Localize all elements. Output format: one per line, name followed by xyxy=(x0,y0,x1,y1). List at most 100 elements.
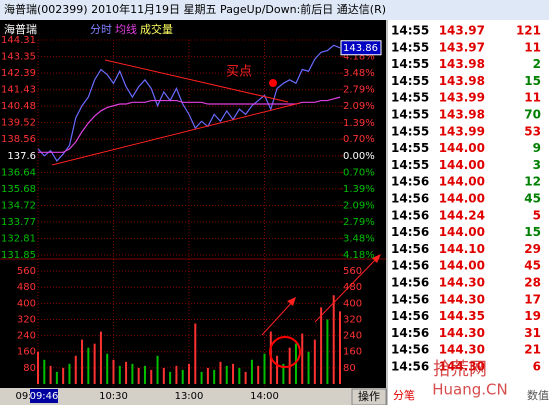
y-tick-label: 480 xyxy=(17,282,36,293)
highlight-circle xyxy=(269,336,301,368)
tick-time: 14:56 xyxy=(391,276,429,290)
y-tick-label: 132.81 xyxy=(1,233,36,244)
tick-volume: 45 xyxy=(524,259,541,273)
time-bar xyxy=(0,388,386,405)
tick-volume: 11 xyxy=(524,40,541,54)
legend-item: 均线 xyxy=(115,22,137,36)
trend-line xyxy=(104,59,289,103)
trend-line xyxy=(51,102,301,166)
y2-tick-label: 1.39% xyxy=(343,184,375,195)
tick-price: 144.30 xyxy=(439,326,485,340)
tick-volume: 9 xyxy=(533,141,541,155)
legend-item: 成交量 xyxy=(140,22,173,36)
tick-volume: 15 xyxy=(524,225,541,239)
y2-tick-label: 80 xyxy=(343,363,356,374)
tick-time: 14:56 xyxy=(391,309,429,323)
title-bar xyxy=(0,0,549,20)
tick-price: 143.99 xyxy=(439,124,485,138)
tick-price: 143.98 xyxy=(439,57,485,71)
y-tick-label: 144.31 xyxy=(1,35,36,46)
tick-price: 144.00 xyxy=(439,175,485,189)
y2-tick-label: 0.00% xyxy=(343,151,375,162)
tick-price: 143.98 xyxy=(439,74,485,88)
tick-price: 144.00 xyxy=(439,259,485,273)
tick-volume: 5 xyxy=(533,208,541,222)
cursor-time: 09:46 xyxy=(30,391,59,402)
tick-volume: 45 xyxy=(524,192,541,206)
arrow-head xyxy=(372,254,381,263)
tick-time: 14:56 xyxy=(391,192,429,206)
tick-volume: 15 xyxy=(524,74,541,88)
y-tick-label: 141.43 xyxy=(1,85,36,96)
tick-time: 14:55 xyxy=(391,141,429,155)
y2-tick-label: 160 xyxy=(343,347,362,358)
y-tick-label: 320 xyxy=(17,314,36,325)
cursor-time-box xyxy=(30,389,58,403)
tick-price: 144.35 xyxy=(439,309,485,323)
tick-price: 144.00 xyxy=(439,192,485,206)
y-tick-label: 134.72 xyxy=(1,200,36,211)
tick-price: 143.98 xyxy=(439,108,485,122)
y2-tick-label: 480 xyxy=(343,282,362,293)
y-tick-label: 131.85 xyxy=(1,250,36,261)
y2-tick-label: 4.18% xyxy=(343,250,375,261)
tick-volume: 29 xyxy=(524,242,541,256)
y2-tick-label: 0.70% xyxy=(343,167,375,178)
y2-tick-label: 3.48% xyxy=(343,233,375,244)
tick-price: 144.30 xyxy=(439,276,485,290)
tick-volume: 12 xyxy=(524,175,541,189)
tab[interactable] xyxy=(351,388,387,405)
y-tick-label: 137.6 xyxy=(7,151,36,162)
tick-time: 14:55 xyxy=(391,74,429,88)
y2-tick-label: 560 xyxy=(343,266,362,277)
tick-time: 14:55 xyxy=(391,124,429,138)
tab-label[interactable]: 分笔 xyxy=(393,388,415,402)
tick-price: 144.30 xyxy=(439,360,485,374)
tick-time: 14:55 xyxy=(391,91,429,105)
tick-volume: 31 xyxy=(524,326,541,340)
arrow-head xyxy=(287,297,296,306)
last-price: 143.86 xyxy=(343,43,378,54)
y2-tick-label: 400 xyxy=(343,298,362,309)
legend-name: 海普瑞 xyxy=(4,22,37,36)
tick-price: 144.24 xyxy=(439,208,485,222)
tick-price: 144.10 xyxy=(439,242,485,256)
tick-time: 14:56 xyxy=(391,175,429,189)
tick-price: 143.97 xyxy=(439,24,485,38)
tick-volume: 2 xyxy=(533,57,541,71)
y-tick-label: 140.48 xyxy=(1,101,36,112)
tick-price: 144.00 xyxy=(439,225,485,239)
y-tick-label: 136.64 xyxy=(1,167,36,178)
tick-time: 14:56 xyxy=(391,208,429,222)
y2-tick-label: 2.09% xyxy=(343,200,375,211)
tick-time: 14:55 xyxy=(391,57,429,71)
y2-tick-label: 1.39% xyxy=(343,118,375,129)
watermark: Huang.CN xyxy=(432,381,507,399)
tick-time: 14:56 xyxy=(391,292,429,306)
buy-dot xyxy=(269,79,277,87)
y2-tick-label: 2.09% xyxy=(343,101,375,112)
tick-time: 14:56 xyxy=(391,225,429,239)
tab-label[interactable]: 数值 xyxy=(527,389,549,402)
x-tick-label: 13:00 xyxy=(175,391,204,402)
tick-volume: 6 xyxy=(533,360,541,374)
tick-time: 14:56 xyxy=(391,242,429,256)
tick-time: 14:55 xyxy=(391,24,429,38)
annotation: 买点 xyxy=(226,65,252,80)
y2-tick-label: 2.79% xyxy=(343,217,375,228)
y2-tick-label: 0.70% xyxy=(343,134,375,145)
tick-time: 14:55 xyxy=(391,108,429,122)
tick-time: 14:55 xyxy=(391,40,429,54)
tick-volume: 28 xyxy=(524,276,541,290)
y-tick-label: 240 xyxy=(17,331,36,342)
tick-price: 143.97 xyxy=(439,40,485,54)
tick-time: 14:55 xyxy=(391,158,429,172)
tick-time: 14:56 xyxy=(391,259,429,273)
y-tick-label: 160 xyxy=(17,347,36,358)
y-tick-label: 142.39 xyxy=(1,68,36,79)
x-tick-label: 10:30 xyxy=(99,391,128,402)
y2-tick-label: 3.48% xyxy=(343,68,375,79)
y-tick-label: 143.35 xyxy=(1,52,36,63)
x-tick-label: 09:3 xyxy=(16,391,38,402)
